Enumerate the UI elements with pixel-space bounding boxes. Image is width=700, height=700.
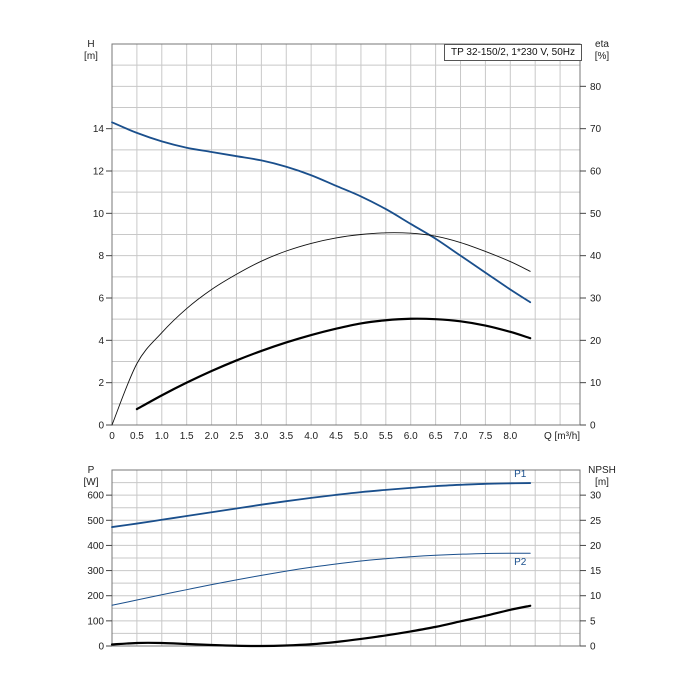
right-axis-unit: [%] <box>595 51 610 62</box>
series-line-power-2 <box>110 604 532 648</box>
x-axis-label: Q [m³/h] <box>544 431 580 442</box>
left-tick-label: 8 <box>98 251 104 262</box>
left-axis-label: P <box>88 465 95 476</box>
left-tick-label: 0 <box>98 642 104 653</box>
left-tick-label: 4 <box>98 336 104 347</box>
right-tick-label: 80 <box>590 82 602 93</box>
left-tick-label: 14 <box>93 124 105 135</box>
x-tick-label: 4.5 <box>329 431 343 442</box>
x-tick-label: 2.5 <box>230 431 244 442</box>
x-tick-label: 7.5 <box>478 431 492 442</box>
panel-hq: 0 2 4 6 8 10 12 14 0 10 20 30 40 50 60 70 80 H[m] eta[%] 0 0… <box>84 39 609 442</box>
right-tick-label: 20 <box>590 541 602 552</box>
x-tick-label: 1.5 <box>180 431 194 442</box>
right-tick-label: 15 <box>590 566 602 577</box>
x-tick-label: 0 <box>109 431 115 442</box>
series-line-hq-0 <box>111 121 532 304</box>
right-tick-label: 10 <box>590 378 602 389</box>
left-tick-label: 0 <box>98 421 104 432</box>
right-tick-label: 40 <box>590 251 602 262</box>
left-tick-label: 6 <box>98 294 104 305</box>
left-tick-label: 10 <box>93 209 105 220</box>
x-tick-label: 1.0 <box>155 431 169 442</box>
plot-frame <box>111 43 581 426</box>
right-axis-label: NPSH <box>588 465 616 476</box>
right-tick-label: 25 <box>590 516 602 527</box>
right-tick-label: 70 <box>590 124 602 135</box>
left-tick-label: 200 <box>87 591 104 602</box>
left-axis-unit: [W] <box>84 477 99 488</box>
right-tick-label: 0 <box>590 421 596 432</box>
series-line-p1 <box>111 482 532 528</box>
x-tick-label: 8.0 <box>503 431 517 442</box>
left-axis-unit: [m] <box>84 51 98 62</box>
left-tick-label: 300 <box>87 566 104 577</box>
right-tick-label: 0 <box>590 642 596 653</box>
x-tick-label: 7.0 <box>454 431 468 442</box>
x-tick-label: 6.5 <box>429 431 443 442</box>
series-label-p2: P2 <box>514 557 527 568</box>
x-tick-label: 5.0 <box>354 431 368 442</box>
left-tick-label: 500 <box>87 516 104 527</box>
right-axis-unit: [m] <box>595 477 609 488</box>
right-tick-label: 30 <box>590 491 602 502</box>
x-tick-label: 2.0 <box>205 431 219 442</box>
series-line-p2 <box>111 552 531 606</box>
left-tick-label: 600 <box>87 491 104 502</box>
chart-title: TP 32-150/2, 1*230 V, 50Hz <box>444 44 582 61</box>
x-tick-label: 5.5 <box>379 431 393 442</box>
panel-power: 0 100 200 300 400 500 600 0 5 10 15 20 25 30 P[W] NPSH[… <box>84 465 616 653</box>
x-tick-label: 0.5 <box>130 431 144 442</box>
right-tick-label: 50 <box>590 209 602 220</box>
x-tick-label: 3.5 <box>279 431 293 442</box>
x-tick-label: 6.0 <box>404 431 418 442</box>
right-tick-label: 10 <box>590 591 602 602</box>
x-tick-label: 4.0 <box>304 431 318 442</box>
left-axis-label: H <box>87 39 94 50</box>
series-line-hq-2 <box>135 317 532 411</box>
right-tick-label: 30 <box>590 294 602 305</box>
right-tick-label: 60 <box>590 167 602 178</box>
right-axis-label: eta <box>595 39 609 50</box>
series-line-hq-1 <box>111 232 531 426</box>
left-tick-label: 2 <box>98 378 104 389</box>
left-tick-label: 400 <box>87 541 104 552</box>
left-tick-label: 100 <box>87 616 104 627</box>
series-label-p1: P1 <box>514 469 527 480</box>
right-tick-label: 20 <box>590 336 602 347</box>
x-tick-label: 3.0 <box>254 431 268 442</box>
right-tick-label: 5 <box>590 616 596 627</box>
plot-frame <box>111 469 581 647</box>
left-tick-label: 12 <box>93 167 105 178</box>
